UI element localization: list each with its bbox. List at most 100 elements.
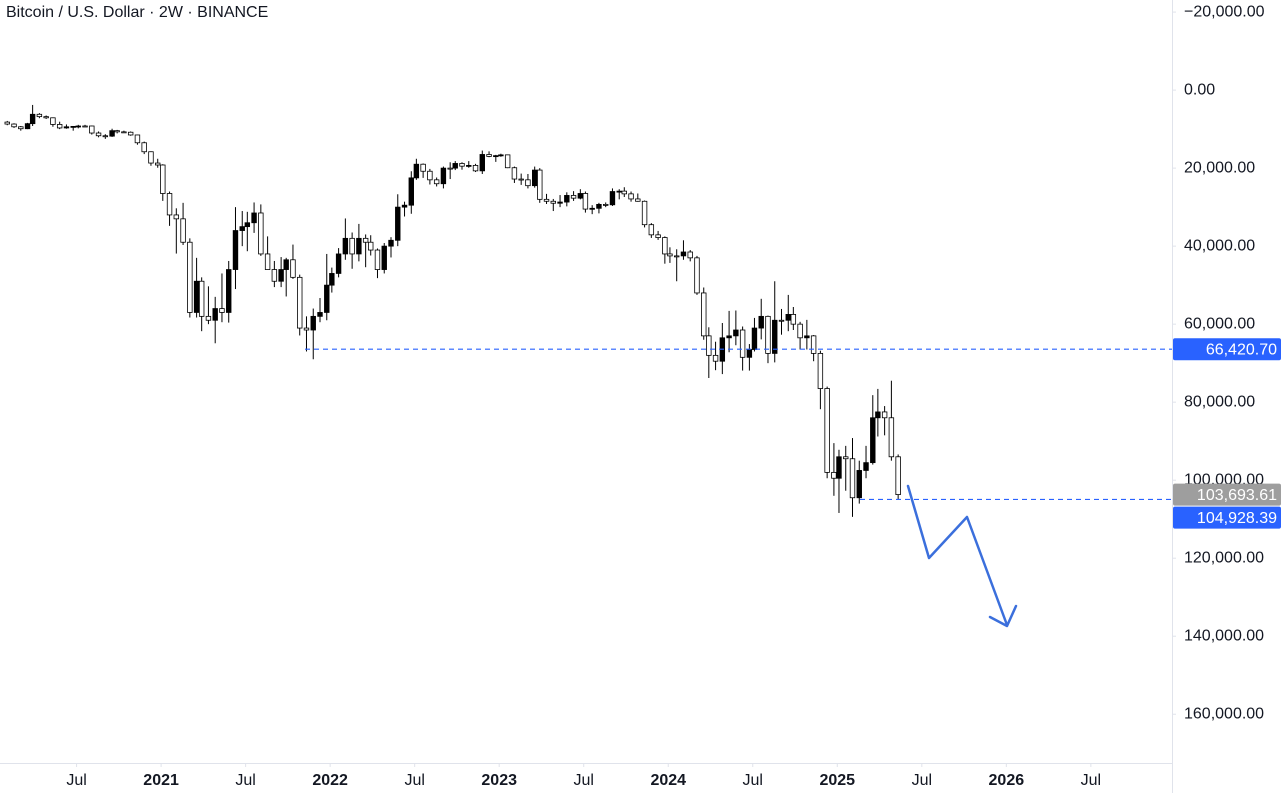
candle-body — [810, 335, 817, 354]
candle-body — [667, 253, 673, 257]
price-badge-label: 66,420.70 — [1206, 341, 1277, 358]
candle-body — [349, 237, 355, 255]
candle-body — [582, 193, 589, 210]
candle-body — [525, 179, 531, 187]
candle-body — [570, 195, 577, 199]
candle-body — [817, 353, 824, 389]
x-tick-label: 2021 — [143, 772, 179, 789]
candle-body — [772, 319, 778, 354]
candle-body — [408, 177, 414, 206]
candle-body — [726, 335, 732, 339]
candle-body — [440, 167, 447, 185]
candle-body — [239, 226, 245, 231]
candle-body — [75, 125, 81, 128]
candle-body — [36, 113, 43, 118]
candle-body — [310, 315, 316, 331]
candle-body — [24, 123, 31, 130]
candle-body — [160, 164, 166, 194]
candle-body — [543, 198, 550, 202]
y-tick-label: 160,000.00 — [1184, 705, 1264, 722]
candle-body — [843, 456, 849, 460]
candle-body — [706, 335, 712, 356]
y-tick-label: 40,000.00 — [1184, 237, 1255, 254]
candle-body — [628, 193, 634, 200]
candle-body — [511, 167, 518, 180]
y-tick-label: 60,000.00 — [1184, 315, 1255, 332]
candle-body — [493, 155, 499, 158]
candle-body — [212, 308, 218, 321]
candle-body — [89, 125, 95, 134]
candle-body — [518, 178, 524, 181]
candle-body — [401, 204, 408, 208]
candle-body — [43, 116, 49, 119]
y-tick-label: 0.00 — [1184, 81, 1215, 98]
candle-body — [790, 314, 797, 325]
price-badge — [1173, 506, 1281, 529]
candle-body — [447, 167, 453, 170]
candle-body — [662, 237, 668, 255]
x-tick-label: Jul — [743, 772, 763, 789]
candle-body — [655, 234, 661, 238]
arrow-head — [988, 604, 1018, 628]
candle-body — [778, 319, 785, 322]
candle-body — [486, 154, 492, 157]
candle-body — [472, 164, 479, 172]
candle-body — [635, 198, 641, 202]
candle-body — [121, 131, 127, 134]
candle-body — [712, 354, 719, 362]
candle-body — [466, 164, 472, 167]
candle-body — [531, 169, 538, 187]
candle-body — [278, 269, 284, 282]
candle-body — [550, 200, 556, 204]
candle-body — [596, 204, 602, 209]
candle-body — [881, 411, 888, 419]
candle-body — [863, 462, 869, 471]
candle-body — [856, 470, 862, 499]
candle-body — [258, 212, 264, 255]
candle-body — [648, 224, 655, 236]
candle-body — [459, 163, 465, 167]
candle-body — [687, 251, 693, 259]
candle-body — [673, 255, 680, 258]
candle-body — [134, 134, 141, 144]
candle-body — [11, 123, 17, 128]
candle-body — [498, 154, 504, 157]
y-tick-label: 140,000.00 — [1184, 627, 1264, 644]
candle-body — [577, 193, 584, 199]
candle-body — [329, 273, 335, 286]
candle-body — [804, 335, 810, 339]
candle-body — [836, 456, 842, 479]
candle-body — [824, 388, 830, 473]
candle-body — [870, 417, 876, 464]
candle-body — [4, 121, 10, 125]
x-tick-label: Jul — [235, 772, 255, 789]
candle-body — [290, 259, 296, 278]
x-tick-label: Jul — [66, 772, 86, 789]
candle-body — [427, 170, 433, 181]
candle-body — [589, 207, 595, 210]
candle-body — [219, 308, 225, 313]
candle-body — [479, 154, 485, 172]
price-badge-label: 103,693.61 — [1197, 487, 1277, 504]
candle-body — [557, 201, 563, 204]
x-tick-label: Jul — [912, 772, 932, 789]
candle-body — [18, 126, 24, 130]
candle-body — [180, 218, 186, 243]
candle-body — [701, 292, 707, 337]
candle-body — [362, 237, 369, 243]
candle-body — [297, 276, 303, 329]
x-tick-label: Jul — [404, 772, 424, 789]
candle-body — [251, 212, 257, 224]
candle-body — [888, 417, 895, 458]
candle-body — [537, 169, 543, 200]
candle-body — [831, 471, 837, 479]
y-tick-label: 80,000.00 — [1184, 393, 1255, 410]
candle-body — [232, 230, 239, 270]
plot — [4, 104, 901, 517]
candle-body — [271, 269, 278, 282]
candle-body — [244, 222, 251, 228]
candle-body — [739, 329, 746, 358]
candle-body — [29, 113, 36, 125]
x-tick-label: Jul — [573, 772, 593, 789]
